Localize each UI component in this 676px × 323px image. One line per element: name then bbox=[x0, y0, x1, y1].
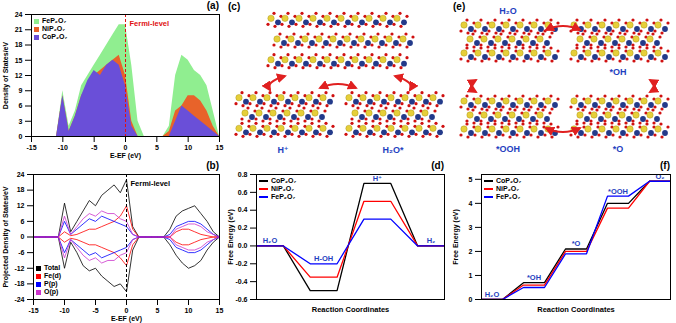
svg-text:*OH: *OH bbox=[527, 273, 541, 282]
html-text:Fe(d): Fe(d) bbox=[44, 272, 62, 279]
svg-text:0: 0 bbox=[19, 133, 23, 140]
svg-text:21: 21 bbox=[15, 26, 23, 33]
svg-text:Reaction Coordinates: Reaction Coordinates bbox=[312, 305, 390, 314]
html-text:Total: Total bbox=[44, 264, 61, 271]
html-text:(f): (f) bbox=[660, 160, 670, 171]
html-text:(d): (d) bbox=[431, 160, 444, 171]
svg-text:2: 2 bbox=[469, 248, 473, 255]
svg-text:H-OH: H-OH bbox=[314, 254, 333, 263]
svg-text:E-EF (eV): E-EF (eV) bbox=[110, 152, 141, 160]
html-text:FeP₂O₇: FeP₂O₇ bbox=[271, 193, 296, 200]
svg-text:0.4: 0.4 bbox=[238, 206, 248, 213]
svg-text:-15: -15 bbox=[28, 307, 38, 314]
svg-text:H⁺: H⁺ bbox=[277, 145, 288, 155]
svg-text:O₂: O₂ bbox=[655, 172, 664, 181]
svg-text:-5: -5 bbox=[92, 307, 98, 314]
svg-text:-0.6: -0.6 bbox=[235, 296, 247, 303]
svg-text:3: 3 bbox=[19, 117, 23, 124]
svg-text:Density of States/eV: Density of States/eV bbox=[2, 42, 10, 110]
svg-text:H₂: H₂ bbox=[427, 236, 436, 245]
svg-text:-6: -6 bbox=[18, 249, 24, 256]
svg-text:5: 5 bbox=[156, 307, 160, 314]
svg-text:*OOH: *OOH bbox=[496, 144, 520, 154]
svg-text:10: 10 bbox=[185, 307, 193, 314]
html-text:P(p): P(p) bbox=[44, 280, 58, 287]
svg-text:0.0: 0.0 bbox=[238, 242, 248, 249]
svg-text:-5: -5 bbox=[91, 144, 97, 151]
svg-text:Reaction Coordinates: Reaction Coordinates bbox=[537, 305, 615, 314]
svg-text:0.8: 0.8 bbox=[238, 171, 248, 178]
svg-text:(c): (c) bbox=[228, 1, 240, 12]
svg-text:(e): (e) bbox=[453, 1, 465, 12]
svg-text:*O: *O bbox=[572, 239, 581, 248]
html-text:CoP₂O₇: CoP₂O₇ bbox=[271, 177, 297, 184]
svg-text:Free Energy (eV): Free Energy (eV) bbox=[227, 209, 235, 265]
svg-text:-18: -18 bbox=[14, 280, 24, 287]
svg-text:12: 12 bbox=[17, 202, 25, 209]
svg-text:24: 24 bbox=[17, 171, 25, 178]
svg-text:-10: -10 bbox=[59, 307, 69, 314]
svg-text:-10: -10 bbox=[58, 144, 68, 151]
svg-text:0.6: 0.6 bbox=[238, 189, 248, 196]
html-text:NiP₂O₇: NiP₂O₇ bbox=[271, 185, 294, 192]
svg-text:0.2: 0.2 bbox=[238, 224, 248, 231]
svg-text:H₂O*: H₂O* bbox=[382, 145, 403, 155]
svg-text:1: 1 bbox=[469, 272, 473, 279]
svg-text:18: 18 bbox=[17, 186, 25, 193]
svg-text:0: 0 bbox=[124, 144, 128, 151]
html-text:(b): (b) bbox=[206, 160, 219, 171]
svg-text:Free Energy (eV): Free Energy (eV) bbox=[452, 209, 460, 265]
svg-text:E-EF (eV): E-EF (eV) bbox=[111, 315, 142, 323]
svg-text:H₂O: H₂O bbox=[485, 290, 500, 299]
svg-text:-0.2: -0.2 bbox=[235, 260, 247, 267]
svg-text:18: 18 bbox=[15, 41, 23, 48]
svg-text:-0.4: -0.4 bbox=[235, 278, 247, 285]
svg-text:H₂O: H₂O bbox=[263, 236, 278, 245]
svg-text:0: 0 bbox=[125, 307, 129, 314]
svg-text:24: 24 bbox=[15, 11, 23, 18]
svg-text:4: 4 bbox=[469, 200, 473, 207]
svg-text:3: 3 bbox=[469, 224, 473, 231]
svg-text:*OOH: *OOH bbox=[608, 187, 628, 196]
svg-text:-12: -12 bbox=[14, 264, 24, 271]
svg-text:5: 5 bbox=[469, 176, 473, 183]
svg-text:Fermi-level: Fermi-level bbox=[130, 19, 170, 28]
svg-text:Fermi-level: Fermi-level bbox=[131, 179, 171, 188]
svg-text:0: 0 bbox=[21, 233, 25, 240]
svg-text:Projected Density of States/eV: Projected Density of States/eV bbox=[2, 186, 10, 287]
svg-text:5: 5 bbox=[155, 144, 159, 151]
html-text:FeP₂O₇: FeP₂O₇ bbox=[42, 17, 67, 24]
svg-text:15: 15 bbox=[216, 144, 224, 151]
svg-text:10: 10 bbox=[184, 144, 192, 151]
html-text:NiP₂O₇: NiP₂O₇ bbox=[496, 185, 519, 192]
svg-text:-15: -15 bbox=[26, 144, 36, 151]
svg-text:15: 15 bbox=[216, 307, 224, 314]
svg-text:15: 15 bbox=[15, 56, 23, 63]
svg-text:-24: -24 bbox=[14, 296, 24, 303]
html-text:CoP₂O₇: CoP₂O₇ bbox=[496, 177, 522, 184]
svg-text:H⁺: H⁺ bbox=[373, 174, 382, 183]
svg-text:6: 6 bbox=[21, 218, 25, 225]
html-text:O(p): O(p) bbox=[44, 288, 59, 295]
html-text:CoP₂O₇: CoP₂O₇ bbox=[42, 33, 68, 40]
html-text:NiP₂O₇: NiP₂O₇ bbox=[42, 25, 65, 32]
svg-text:12: 12 bbox=[15, 72, 23, 79]
svg-text:*O: *O bbox=[613, 144, 624, 154]
html-text:(a): (a) bbox=[206, 0, 219, 11]
svg-text:H₂O: H₂O bbox=[499, 6, 517, 16]
svg-text:*OH: *OH bbox=[609, 67, 626, 77]
svg-text:6: 6 bbox=[19, 102, 23, 109]
svg-text:9: 9 bbox=[19, 87, 23, 94]
html-text:FeP₂O₇: FeP₂O₇ bbox=[496, 193, 521, 200]
svg-text:0: 0 bbox=[469, 296, 473, 303]
